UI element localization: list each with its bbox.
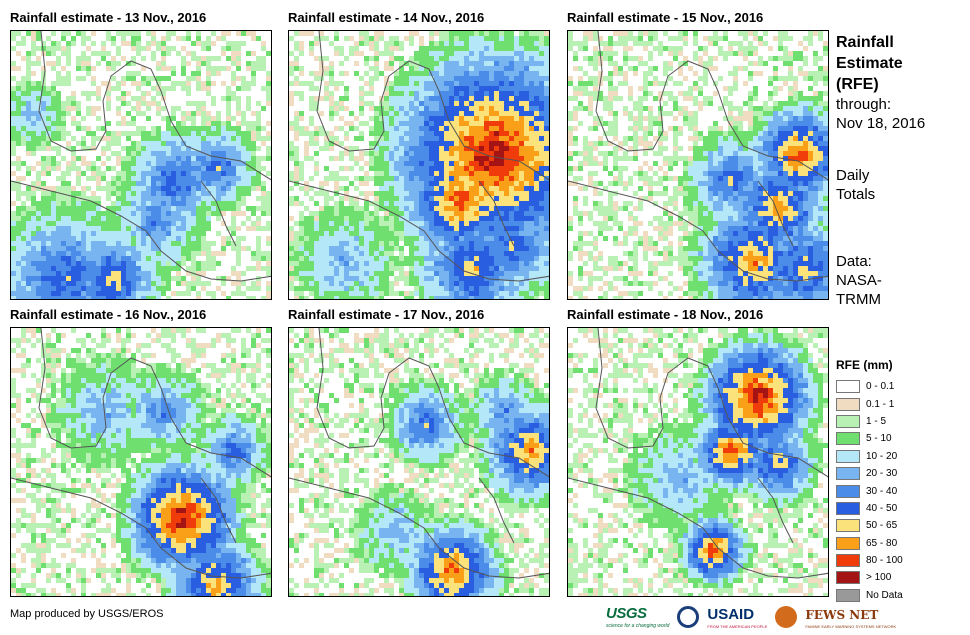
legend-item: No Data: [836, 587, 903, 604]
coastline-outline: [11, 328, 271, 579]
legend-label: > 100: [866, 572, 892, 584]
usgs-wordmark: USGS: [606, 605, 647, 622]
legend-swatch: [836, 588, 860, 602]
coastline-outline: [568, 328, 828, 579]
panel-title: Rainfall estimate - 15 Nov., 2016: [567, 10, 764, 25]
rfe-legend: RFE (mm) 0 - 0.1 0.1 - 1 1 - 5 5 - 10 10 - 2…: [836, 358, 903, 604]
coastline-outline: [289, 31, 549, 282]
data-label: Data:: [836, 253, 872, 270]
through-label: through:: [836, 96, 892, 113]
usaid-tagline: FROM THE AMERICAN PEOPLE: [707, 623, 768, 629]
coastline-outline: [11, 31, 271, 282]
fews-logo: FEWS NET FAMINE EARLY WARNING SYSTEMS NE…: [805, 606, 896, 629]
data-source-line1: NASA-: [836, 272, 882, 289]
rainfall-raster: [11, 31, 271, 299]
totals-label: Totals: [836, 186, 876, 203]
legend-item: 5 - 10: [836, 430, 903, 447]
panel-title: Rainfall estimate - 18 Nov., 2016: [567, 307, 764, 322]
rfe-title-line3: (RFE): [836, 76, 879, 93]
coastline-outline: [568, 31, 828, 282]
rainfall-raster: [568, 31, 828, 299]
usaid-logo: USAID FROM THE AMERICAN PEOPLE: [707, 606, 767, 629]
through-date: Nov 18, 2016: [836, 115, 926, 132]
totals-info: Daily Totals: [836, 166, 875, 204]
legend-swatch: [836, 501, 860, 515]
legend-swatch: [836, 484, 860, 498]
panel-title: Rainfall estimate - 14 Nov., 2016: [288, 10, 485, 25]
rainfall-map: [288, 30, 550, 300]
legend-item: 80 - 100: [836, 552, 903, 569]
legend-label: 65 - 80: [866, 537, 898, 549]
data-source-line2: TRMM: [836, 291, 881, 308]
coastline-outline: [289, 328, 549, 579]
rainfall-raster: [11, 328, 271, 596]
legend-swatch: [836, 519, 860, 533]
rainfall-map: [10, 30, 272, 300]
rainfall-raster: [289, 31, 549, 299]
usaid-seal-icon: [677, 606, 700, 628]
legend-item: 10 - 20: [836, 448, 903, 465]
rainfall-map: [10, 327, 272, 597]
rainfall-map: [567, 30, 829, 300]
rainfall-raster: [289, 328, 549, 596]
fews-wordmark: FEWS NET: [805, 607, 879, 622]
rainfall-map: [567, 327, 829, 597]
legend-swatch: [836, 554, 860, 568]
legend-item: 20 - 30: [836, 465, 903, 482]
legend-label: 80 - 100: [866, 555, 903, 567]
panel-title: Rainfall estimate - 17 Nov., 2016: [288, 307, 485, 322]
legend-swatch: [836, 467, 860, 481]
map-info: Rainfall Estimate (RFE) through: Nov 18,…: [836, 32, 925, 133]
usaid-wordmark: USAID: [707, 605, 755, 623]
rainfall-map: [288, 327, 550, 597]
legend-label: 5 - 10: [866, 433, 892, 445]
legend-label: 20 - 30: [866, 468, 898, 480]
data-source: Data: NASA- TRMM: [836, 252, 882, 309]
legend-swatch: [836, 571, 860, 585]
legend-swatch: [836, 536, 860, 550]
legend-label: 40 - 50: [866, 502, 898, 514]
rfe-title-line2: Estimate: [836, 55, 903, 72]
fews-globe-icon: [775, 606, 798, 628]
legend-swatch: [836, 397, 860, 411]
legend-label: No Data: [866, 589, 903, 601]
legend-item: 40 - 50: [836, 500, 903, 517]
legend-item: 50 - 65: [836, 517, 903, 534]
legend-item: 0 - 0.1: [836, 378, 903, 395]
fews-tagline: FAMINE EARLY WARNING SYSTEMS NETWORK: [805, 623, 897, 629]
legend-label: 1 - 5: [866, 415, 887, 427]
legend-swatch: [836, 432, 860, 446]
partner-logos: USGS science for a changing world USAID …: [606, 604, 896, 630]
legend-swatch: [836, 414, 860, 428]
legend-label: 0 - 0.1: [866, 381, 895, 393]
legend-item: 0.1 - 1: [836, 395, 903, 412]
legend-item: > 100: [836, 569, 903, 586]
legend-label: 50 - 65: [866, 520, 898, 532]
legend-label: 30 - 40: [866, 485, 898, 497]
map-credit: Map produced by USGS/EROS: [10, 608, 164, 620]
legend-title: RFE (mm): [836, 358, 893, 372]
rfe-title-line1: Rainfall: [836, 34, 894, 51]
legend-label: 0.1 - 1: [866, 398, 895, 410]
legend-swatch: [836, 380, 860, 394]
usgs-logo: USGS science for a changing world: [606, 605, 669, 629]
legend-item: 65 - 80: [836, 535, 903, 552]
legend-item: 1 - 5: [836, 413, 903, 430]
usgs-tagline: science for a changing world: [606, 623, 670, 629]
legend-item: 30 - 40: [836, 482, 903, 499]
rainfall-raster: [568, 328, 828, 596]
legend-label: 10 - 20: [866, 450, 898, 462]
panel-title: Rainfall estimate - 13 Nov., 2016: [10, 10, 207, 25]
panel-title: Rainfall estimate - 16 Nov., 2016: [10, 307, 207, 322]
legend-swatch: [836, 449, 860, 463]
daily-label: Daily: [836, 167, 870, 184]
